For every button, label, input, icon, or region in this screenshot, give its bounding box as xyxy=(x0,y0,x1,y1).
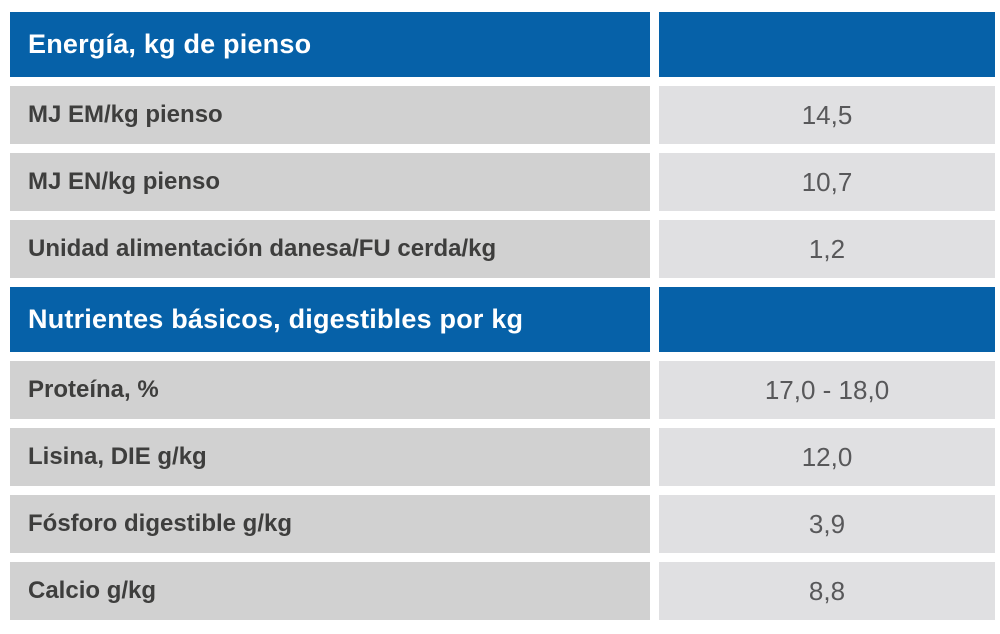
row-label-fosforo: Fósforo digestible g/kg xyxy=(10,495,650,553)
row-label-unidad-danesa: Unidad alimentación danesa/FU cerda/kg xyxy=(10,220,650,278)
feed-spec-table: Energía, kg de pienso MJ EM/kg pienso 14… xyxy=(10,12,995,620)
row-value-fosforo: 3,9 xyxy=(659,495,995,553)
row-value-mj-en: 10,7 xyxy=(659,153,995,211)
section-header-nutrientes-label: Nutrientes básicos, digestibles por kg xyxy=(28,304,524,334)
row-value-proteina: 17,0 - 18,0 xyxy=(659,361,995,419)
row-label-lisina: Lisina, DIE g/kg xyxy=(10,428,650,486)
row-label-mj-en: MJ EN/kg pienso xyxy=(10,153,650,211)
section-header-energia-spacer xyxy=(659,12,995,77)
row-label-proteina: Proteína, % xyxy=(10,361,650,419)
row-value-mj-em: 14,5 xyxy=(659,86,995,144)
row-label-lisina-text: Lisina, DIE g/kg xyxy=(28,443,207,470)
section-header-energia: Energía, kg de pienso xyxy=(10,12,650,77)
row-value-mj-en-text: 10,7 xyxy=(801,166,853,197)
row-value-calcio-text: 8,8 xyxy=(808,575,846,606)
section-header-nutrientes-spacer xyxy=(659,287,995,352)
row-label-unidad-danesa-text: Unidad alimentación danesa/FU cerda/kg xyxy=(28,235,497,262)
row-label-mj-en-text: MJ EN/kg pienso xyxy=(28,168,221,195)
row-value-mj-em-text: 14,5 xyxy=(801,99,853,130)
row-value-calcio: 8,8 xyxy=(659,562,995,620)
row-value-unidad-danesa: 1,2 xyxy=(659,220,995,278)
row-label-fosforo-text: Fósforo digestible g/kg xyxy=(28,510,293,537)
section-header-energia-label: Energía, kg de pienso xyxy=(28,29,312,59)
section-header-nutrientes: Nutrientes básicos, digestibles por kg xyxy=(10,287,650,352)
row-value-lisina: 12,0 xyxy=(659,428,995,486)
row-value-unidad-danesa-text: 1,2 xyxy=(808,233,846,264)
row-value-lisina-text: 12,0 xyxy=(801,441,853,472)
row-value-proteina-text: 17,0 - 18,0 xyxy=(764,374,890,405)
row-label-mj-em-text: MJ EM/kg pienso xyxy=(28,101,223,128)
row-label-calcio-text: Calcio g/kg xyxy=(28,577,157,604)
row-label-calcio: Calcio g/kg xyxy=(10,562,650,620)
row-label-mj-em: MJ EM/kg pienso xyxy=(10,86,650,144)
row-value-fosforo-text: 3,9 xyxy=(808,508,846,539)
row-label-proteina-text: Proteína, % xyxy=(28,376,159,403)
